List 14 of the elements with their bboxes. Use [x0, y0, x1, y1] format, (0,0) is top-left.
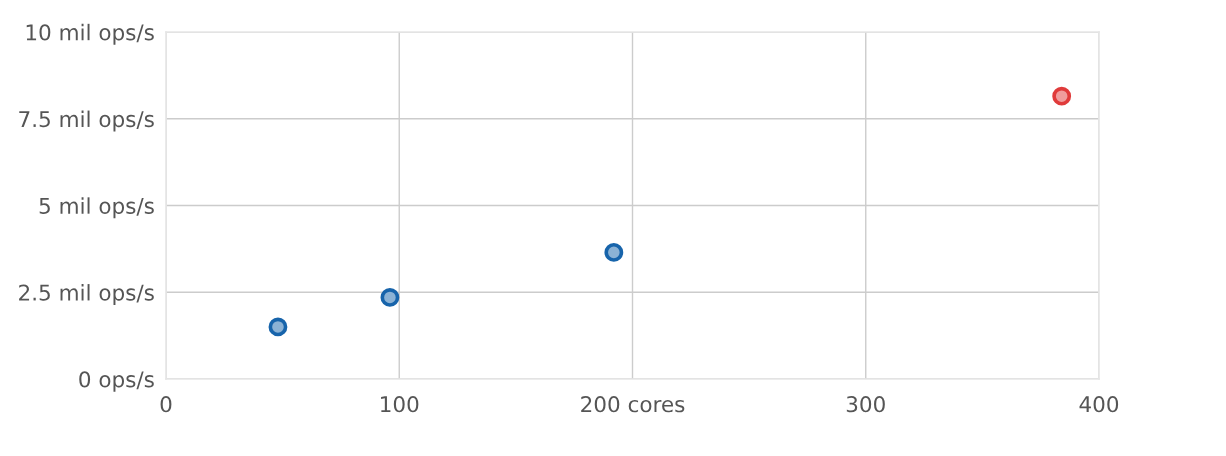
x-tick-label: 100: [381, 396, 419, 413]
x-tick-label: 400: [1079, 396, 1119, 413]
y-tick-label: 0 ops/s: [79, 371, 154, 392]
point: [268, 317, 288, 337]
point: [1052, 86, 1072, 106]
point: [604, 242, 624, 262]
y-tick-label: 10 mil ops/s: [26, 23, 154, 45]
x-tick-label: 0: [160, 396, 172, 413]
y-tick-label: 5 mil ops/s: [39, 197, 154, 219]
point: [380, 288, 400, 307]
x-tick-label: 300: [846, 396, 885, 413]
y-tick-label: 7.5 mil ops/s: [19, 110, 154, 132]
y-tick-label: 2.5 mil ops/s: [19, 284, 154, 305]
x-tick-label: 200 cores: [581, 396, 685, 413]
